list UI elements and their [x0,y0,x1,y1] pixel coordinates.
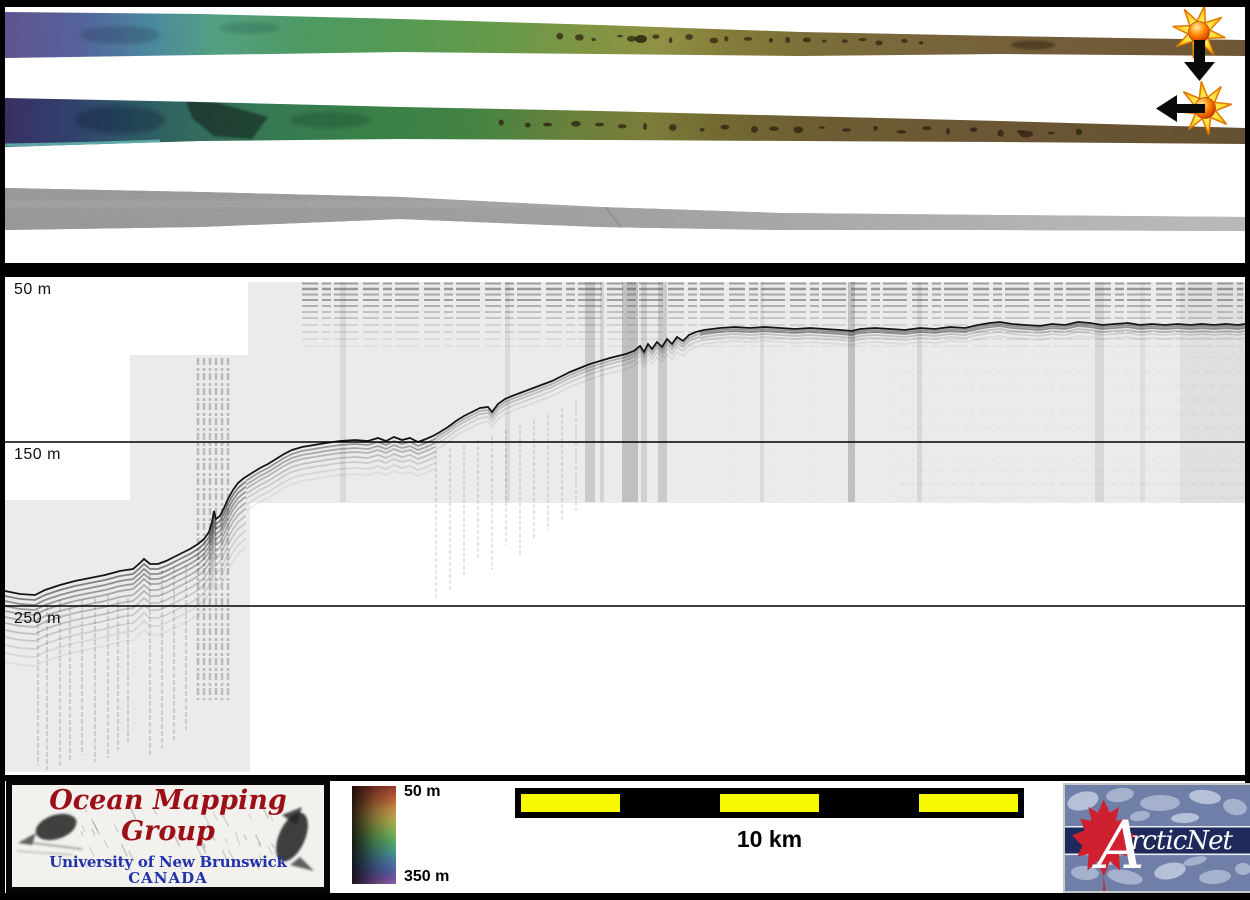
arcticnet-art: A rcticNet [1065,787,1250,891]
echogram-canvas [5,282,1245,772]
left-arrow-icon [1156,95,1205,122]
sidescan-swath [5,188,1245,231]
bathymetry-swath-1 [5,12,1245,58]
depth-label-150m: 150 m [14,446,61,463]
scalebar-segment [919,794,1018,812]
distance-scalebar [515,788,1024,818]
scalebar-segment [720,794,819,812]
bathymetry-swath-2 [5,98,1245,147]
legend-panel: Ocean Mapping Group University of New Br… [5,779,1250,893]
subbottom-profile-panel: 50 m 150 m 250 m [5,277,1245,775]
sun-illumination-left-icon [1156,76,1237,140]
colorbar-bottom-label: 350 m [404,868,450,885]
arcticnet-logo: A rcticNet [1063,783,1250,893]
swath-strips-canvas [5,7,1245,231]
depth-colorbar [352,786,396,884]
echogram-segment-top [248,282,1245,503]
omg-subtitle: University of New Brunswick [49,853,287,871]
omg-title: Ocean Mapping Group [49,785,287,847]
fish-silhouette-left-icon [16,813,83,856]
omg-logo-art [16,806,314,872]
omg-country: CANADA [128,869,208,887]
maple-leaf-icon [1072,799,1136,891]
arcticnet-initial: A [1091,807,1145,884]
colorbar-top-label: 50 m [404,783,441,800]
down-arrow-icon [1184,40,1215,81]
depth-label-250m: 250 m [14,610,61,627]
sun-illumination-down-icon [1166,7,1232,81]
scalebar-label: 10 km [736,826,803,852]
omg-logo: Ocean Mapping Group University of New Br… [6,779,330,893]
arcticnet-wordmark: rcticNet [1131,826,1233,856]
scalebar-segment [521,794,620,812]
fish-silhouette-right-icon [276,807,314,871]
echogram-segment-mid [130,355,248,503]
swath-panel [5,7,1245,263]
depth-label-50m: 50 m [14,281,52,298]
